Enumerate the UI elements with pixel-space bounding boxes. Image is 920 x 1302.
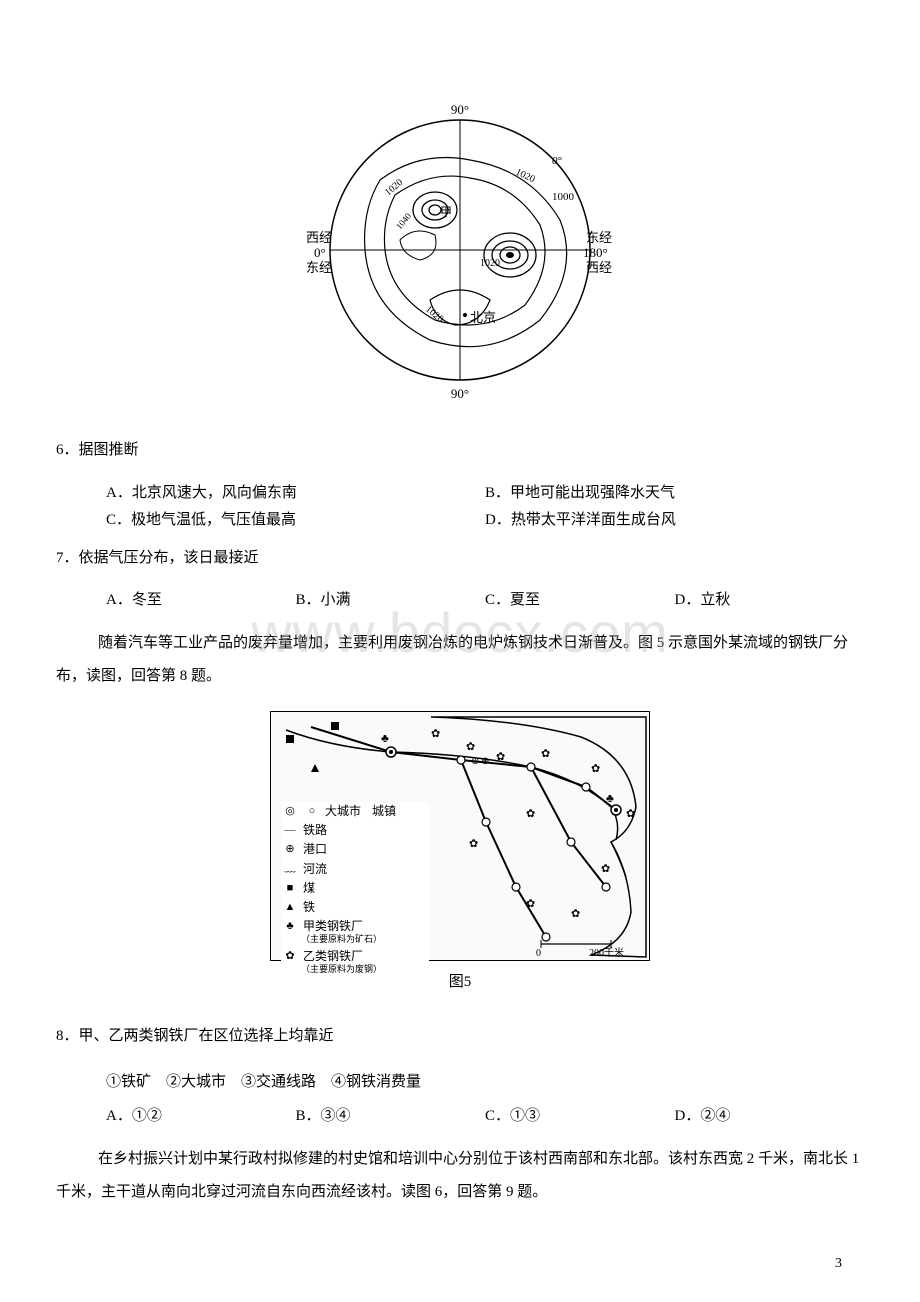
- legend-bigcity-symbol: ◎: [281, 803, 299, 821]
- q6-optC: C．极地气温低，气压值最高: [106, 508, 485, 529]
- q8-optC: C．①③: [485, 1104, 675, 1125]
- svg-text:⊕: ⊕: [481, 756, 489, 767]
- svg-text:♣: ♣: [606, 791, 614, 805]
- legend-bigcity: 大城市: [325, 802, 361, 821]
- q8-choices: ①铁矿 ②大城市 ③交通线路 ④钢铁消费量: [56, 1067, 864, 1099]
- q6-optD: D．热带太平洋洋面生成台风: [485, 508, 864, 529]
- q6-options-row1: A．北京风速大，风向偏东南 B．甲地可能出现强降水天气: [56, 481, 864, 502]
- figure-5-label: 图5: [56, 970, 864, 991]
- q7-optB: B．小满: [296, 588, 486, 609]
- legend-iron: 铁: [303, 898, 315, 917]
- fig4-beijing: 北京: [470, 310, 496, 325]
- fig4-right-lower: 西经: [586, 260, 612, 275]
- fig4-right-mid: 180°: [583, 245, 608, 260]
- q7-stem: 7．依据气压分布，该日最接近: [56, 543, 864, 575]
- fig4-bottom-90: 90°: [451, 386, 469, 400]
- legend-plantb-note: （主要原料为废钢）: [281, 962, 429, 976]
- figure-5-legend: ◎○大城市 城镇 —铁路 ⊕港口 ﹏河流 ■煤 ▲铁 ♣甲类钢铁厂 （主要原料为…: [281, 802, 429, 976]
- fig4-left-mid: 0°: [314, 245, 326, 260]
- svg-text:✿: ✿: [526, 898, 535, 910]
- q6-stem: 6．据图推断: [56, 435, 864, 467]
- q8-options-row: A．①② B．③④ C．①③ D．②④: [56, 1104, 864, 1125]
- legend-coal-symbol: ■: [281, 880, 299, 898]
- fig4-left-lower: 东经: [306, 260, 332, 275]
- fig4-iso1000: 1000: [552, 191, 575, 203]
- svg-text:✿: ✿: [469, 838, 478, 850]
- q7-options-row: A．冬至 B．小满 C．夏至 D．立秋: [56, 588, 864, 609]
- fig4-iso1020d: 1020: [480, 258, 500, 269]
- fig4-left-upper: 西经: [306, 230, 332, 245]
- legend-river: 河流: [303, 860, 327, 879]
- legend-rail-line: —: [281, 822, 299, 840]
- legend-town-symbol: ○: [303, 803, 321, 821]
- figure-4-polar-map: 90° 90° 西经 0° 东经 东经 180° 西经 北京 甲 1000 10…: [300, 100, 620, 405]
- fig4-top-90: 90°: [451, 102, 469, 117]
- legend-coal: 煤: [303, 879, 315, 898]
- q7-optD: D．立秋: [675, 588, 865, 609]
- legend-port: 港口: [303, 840, 327, 859]
- svg-text:♣: ♣: [381, 731, 389, 745]
- legend-town: 城镇: [372, 802, 396, 821]
- q8-optD: D．②④: [675, 1104, 865, 1125]
- passage-2: 在乡村振兴计划中某行政村拟修建的村史馆和培训中心分别位于该村西南部和东北部。该村…: [56, 1143, 864, 1209]
- figure-5-container: ♣ ♣ ✿ ✿ ✿ ✿ ✿ ✿ ✿ ✿ ✿ ✿ ✿ ⊕ ⊕ 0 200千米 ◎○…: [56, 711, 864, 991]
- q6-optA: A．北京风速大，风向偏东南: [106, 481, 485, 502]
- fig5-scale-end: 200千米: [589, 946, 624, 959]
- svg-text:✿: ✿: [571, 908, 580, 920]
- q8-optA: A．①②: [106, 1104, 296, 1125]
- legend-river-line: ﹏: [281, 860, 299, 878]
- page-number: 3: [835, 1256, 842, 1272]
- legend-plantb-symbol: ✿: [281, 948, 299, 966]
- fig5-scale0: 0: [536, 948, 541, 959]
- q7-optA: A．冬至: [106, 588, 296, 609]
- passage-1: 随着汽车等工业产品的废弃量增加，主要利用废钢冶炼的电炉炼钢技术日渐普及。图 5 …: [56, 627, 864, 693]
- svg-text:✿: ✿: [601, 863, 610, 875]
- fig4-jia: 甲: [440, 205, 452, 219]
- q7-optC: C．夏至: [485, 588, 675, 609]
- figure-5-map: ♣ ♣ ✿ ✿ ✿ ✿ ✿ ✿ ✿ ✿ ✿ ✿ ✿ ⊕ ⊕ 0 200千米 ◎○…: [270, 711, 650, 961]
- svg-text:✿: ✿: [526, 808, 535, 820]
- svg-text:✿: ✿: [431, 728, 440, 740]
- q8-optB: B．③④: [296, 1104, 486, 1125]
- svg-text:✿: ✿: [466, 741, 475, 753]
- fig4-right-upper: 东经: [586, 230, 612, 245]
- svg-text:✿: ✿: [626, 808, 635, 820]
- svg-text:✿: ✿: [496, 751, 505, 763]
- svg-text:✿: ✿: [541, 748, 550, 760]
- q6-optB: B．甲地可能出现强降水天气: [485, 481, 864, 502]
- figure-4-container: 90° 90° 西经 0° 东经 东经 180° 西经 北京 甲 1000 10…: [56, 100, 864, 405]
- svg-text:✿: ✿: [591, 763, 600, 775]
- fig4-zero: 0°: [552, 155, 563, 167]
- legend-planta-note: （主要原料为矿石）: [281, 932, 429, 946]
- svg-text:⊕: ⊕: [471, 756, 479, 767]
- q6-options-row2: C．极地气温低，气压值最高 D．热带太平洋洋面生成台风: [56, 508, 864, 529]
- legend-iron-symbol: ▲: [281, 899, 299, 917]
- legend-port-symbol: ⊕: [281, 841, 299, 859]
- legend-planta-symbol: ♣: [281, 918, 299, 936]
- legend-railway: 铁路: [303, 821, 327, 840]
- q8-stem: 8．甲、乙两类钢铁厂在区位选择上均靠近: [56, 1021, 864, 1053]
